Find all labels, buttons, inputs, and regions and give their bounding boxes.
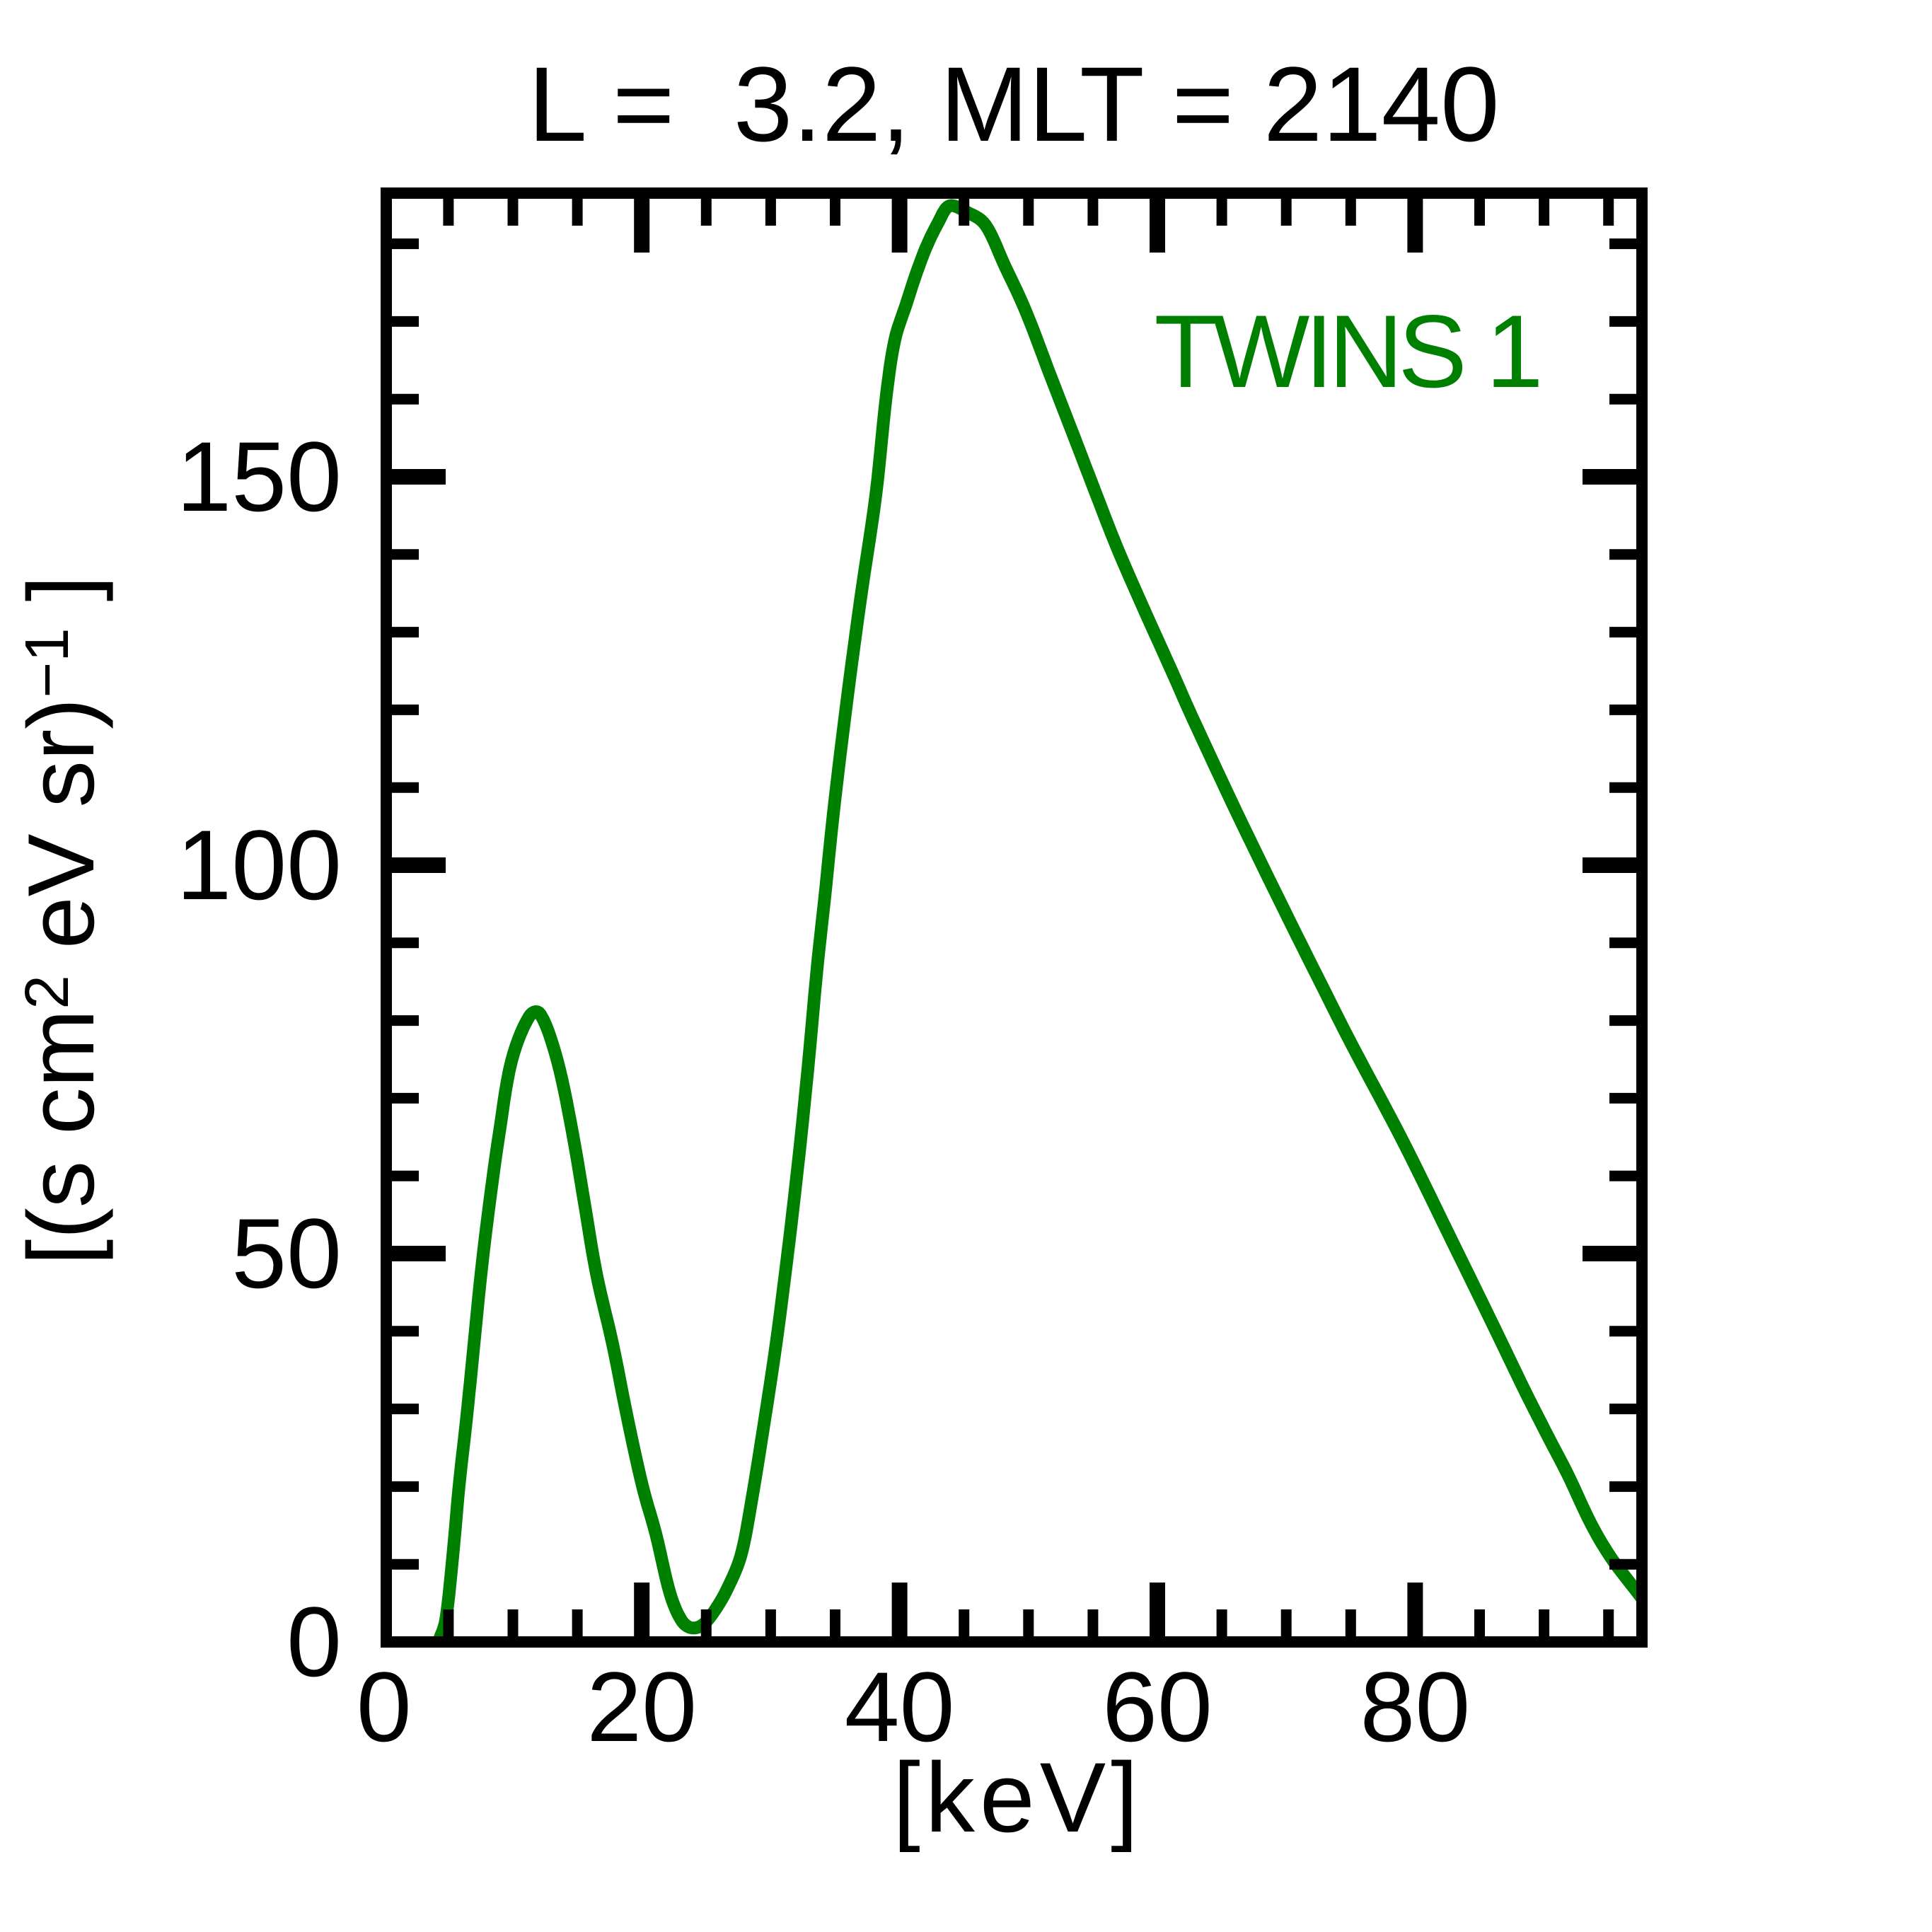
svg-text:0: 0 <box>287 1586 342 1697</box>
svg-text:50: 50 <box>231 1198 342 1309</box>
svg-text:[keV]: [keV] <box>893 1742 1143 1853</box>
svg-text:L = 3.2, MLT = 2140: L = 3.2, MLT = 2140 <box>528 45 1499 163</box>
svg-text:60: 60 <box>1102 1651 1213 1762</box>
svg-text:150: 150 <box>176 421 342 532</box>
svg-text:20: 20 <box>586 1651 697 1762</box>
svg-text:80: 80 <box>1360 1651 1471 1762</box>
svg-text:40: 40 <box>845 1651 955 1762</box>
svg-text:0: 0 <box>357 1651 412 1762</box>
svg-text:TWINS 1: TWINS 1 <box>1154 294 1539 409</box>
svg-text:100: 100 <box>176 809 342 920</box>
